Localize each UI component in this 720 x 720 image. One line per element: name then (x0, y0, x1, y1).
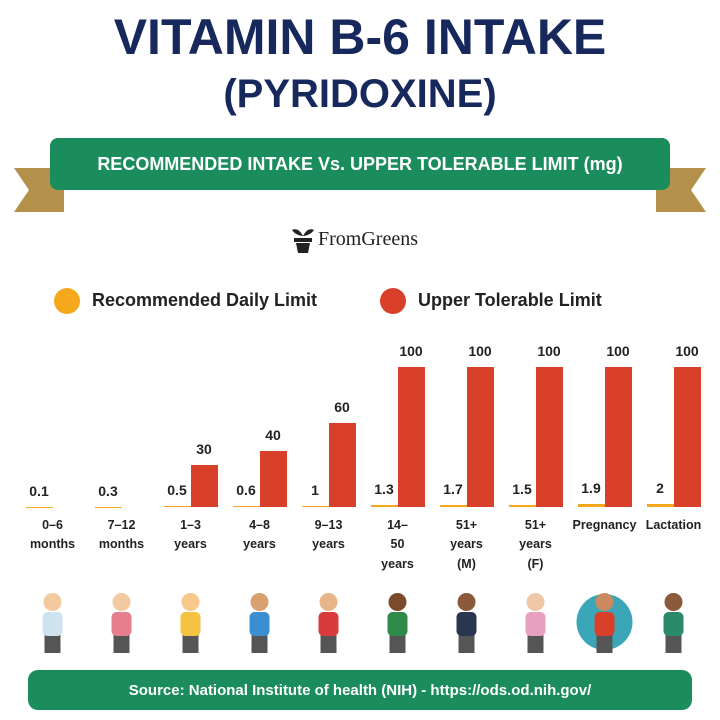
x-tick-label: 7–12 months (98, 518, 145, 552)
banner: RECOMMENDED INTAKE Vs. UPPER TOLERABLE L… (50, 138, 670, 190)
person-icon (576, 593, 633, 653)
data-label: 100 (399, 343, 423, 359)
data-label: 1.7 (443, 480, 463, 497)
data-label: 2 (656, 480, 664, 497)
person-icon (249, 593, 270, 653)
bar (439, 504, 467, 507)
legend-marker (380, 288, 406, 314)
data-label: 1.9 (581, 480, 601, 497)
bar (163, 506, 191, 507)
data-label: 60 (334, 399, 350, 415)
data-label: 0.5 (167, 482, 187, 499)
data-label: 1.3 (374, 481, 394, 498)
x-tick-label: 0–6 months (29, 518, 76, 552)
person-icon (318, 593, 339, 653)
data-label: 0.3 (98, 482, 118, 499)
legend-label: Recommended Daily Limit (92, 290, 318, 310)
bar (232, 506, 260, 507)
bar (535, 367, 563, 507)
title: VITAMIN B-6 INTAKE (113, 9, 607, 65)
x-tick-label: Lactation (645, 518, 702, 532)
bar (370, 505, 398, 507)
people-icons (42, 593, 684, 653)
brand-logo (292, 229, 314, 253)
person-icon (180, 593, 201, 653)
bar (646, 504, 674, 507)
bar (259, 451, 287, 507)
bar (301, 505, 329, 507)
data-label: 1.5 (512, 480, 532, 497)
x-tick-label: 51+ years (F) (519, 518, 552, 571)
data-label: 1 (311, 481, 319, 498)
x-tick-label: 4–8 years (243, 518, 276, 552)
person-icon (663, 593, 684, 653)
person-icon (525, 593, 546, 653)
x-tick-label: 9–13 years (312, 518, 345, 552)
bar (577, 504, 605, 507)
data-label: 100 (675, 343, 699, 359)
bar (466, 367, 494, 507)
x-tick-label: Pregnancy (572, 518, 637, 532)
bar (397, 367, 425, 507)
person-icon (111, 593, 132, 653)
data-label: 0.1 (29, 482, 49, 499)
person-icon (42, 593, 63, 653)
source: Source: National Institute of health (NI… (28, 670, 692, 710)
subtitle: (PYRIDOXINE) (223, 72, 497, 116)
bar (673, 367, 701, 507)
x-tick-label: 14–50 years (381, 518, 414, 571)
person-icon (456, 593, 477, 653)
brand: FromGreens (318, 228, 418, 250)
legend-label: Upper Tolerable Limit (418, 290, 602, 310)
data-label: 30 (196, 441, 212, 457)
bar (508, 504, 536, 507)
data-label: 100 (606, 343, 630, 359)
data-label: 100 (537, 343, 561, 359)
legend-marker (54, 288, 80, 314)
person-icon (387, 593, 408, 653)
data-label: 0.6 (236, 482, 256, 499)
data-label: 40 (265, 427, 281, 443)
bar (604, 367, 632, 507)
bar (328, 423, 356, 507)
bar (190, 465, 218, 507)
x-tick-label: 51+ years (M) (450, 518, 483, 571)
x-tick-label: 1–3 years (174, 518, 207, 552)
data-label: 100 (468, 343, 492, 359)
